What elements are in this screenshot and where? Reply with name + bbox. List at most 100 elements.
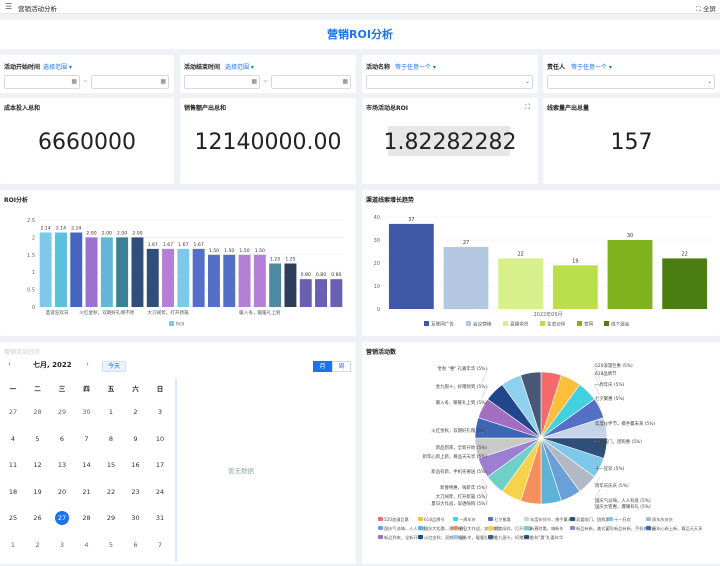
activity-name-select[interactable]: ⌄ <box>366 75 533 89</box>
roi-bar[interactable] <box>207 254 220 307</box>
calendar-day[interactable]: 28 <box>33 408 42 416</box>
filter-label: 责任人 <box>547 64 566 71</box>
leads-bar[interactable] <box>607 240 653 309</box>
calendar-day[interactable]: 16 <box>131 461 140 470</box>
filter-range-select[interactable]: 选择范围 ▾ <box>225 64 254 71</box>
leads-bar[interactable] <box>662 258 708 309</box>
roi-bar[interactable] <box>131 237 144 307</box>
calendar-day[interactable]: 29 <box>106 514 116 523</box>
leads-bar[interactable] <box>498 258 544 309</box>
roi-bar[interactable] <box>54 232 67 307</box>
legend-swatch <box>488 526 493 530</box>
calendar-day[interactable]: 9 <box>133 434 138 443</box>
calendar-day[interactable]: 6 <box>59 434 65 443</box>
label-leader <box>481 385 489 399</box>
calendar-day[interactable]: 24 <box>155 487 165 496</box>
y-tick-label: 0.5 <box>27 288 35 294</box>
leads-bar[interactable] <box>388 223 434 309</box>
calendar-day[interactable]: 6 <box>133 541 138 549</box>
leads-bar[interactable] <box>443 246 489 309</box>
today-button[interactable]: 今天 <box>102 361 126 372</box>
start-date-input[interactable]: ▦ <box>4 75 80 89</box>
roi-bar[interactable] <box>223 254 236 307</box>
legend-label: 618品牌节 <box>424 516 445 523</box>
pie-slice[interactable] <box>520 371 542 439</box>
calendar-day[interactable]: 22 <box>106 487 116 496</box>
roi-bar[interactable] <box>162 248 175 307</box>
calendar-day[interactable]: 17 <box>155 461 165 470</box>
roi-bar[interactable] <box>146 248 159 307</box>
fullscreen-button[interactable]: ⛶ 全屏 <box>696 3 716 14</box>
calendar-day[interactable]: 1 <box>108 408 114 416</box>
calendar-day[interactable]: 2 <box>35 541 40 549</box>
calendar-day[interactable]: 7 <box>157 541 163 549</box>
calendar-day[interactable]: 26 <box>33 514 42 523</box>
roi-bar[interactable] <box>315 279 328 307</box>
calendar-day[interactable]: 31 <box>155 514 165 523</box>
filter-match-select[interactable]: 等于任意一个 ▾ <box>395 64 436 71</box>
calendar-day[interactable]: 29 <box>57 408 67 416</box>
calendar-day[interactable]: 30 <box>82 408 91 416</box>
start-date-input[interactable]: ▦ <box>184 75 260 89</box>
calendar-day[interactable]: 10 <box>155 434 165 443</box>
calendar-day[interactable]: 21 <box>82 487 91 496</box>
end-date-input[interactable]: ▦ <box>271 75 351 89</box>
calendar-day[interactable]: 3 <box>157 408 163 416</box>
calendar-day[interactable]: 4 <box>84 541 89 549</box>
roi-bar[interactable] <box>330 279 343 307</box>
calendar-day[interactable]: 1 <box>10 541 16 549</box>
calendar-day[interactable]: 20 <box>57 487 67 496</box>
calendar-day[interactable]: 12 <box>33 461 42 470</box>
roi-bar[interactable] <box>100 237 113 307</box>
legend-label: 夏日大作战，穿透嗨购 <box>459 525 501 532</box>
month-view-button[interactable]: 月 <box>313 361 332 372</box>
roi-bar[interactable] <box>269 263 282 308</box>
next-month-button[interactable]: › <box>86 360 89 368</box>
bar-value-label: 2.14 <box>56 226 66 232</box>
calendar-day[interactable]: 2 <box>133 408 138 416</box>
leads-bar[interactable] <box>552 265 598 309</box>
bar-value-label: 1.50 <box>239 248 249 254</box>
roi-bar[interactable] <box>116 237 129 307</box>
owner-select[interactable]: ⌄ <box>547 75 715 89</box>
calendar-day[interactable]: 4 <box>10 434 16 443</box>
calendar-day[interactable]: 27 <box>50 511 74 526</box>
roi-bar[interactable] <box>299 279 312 307</box>
roi-bar[interactable] <box>253 254 266 307</box>
week-view-button[interactable]: 周 <box>332 361 351 372</box>
roi-bar[interactable] <box>192 248 205 307</box>
calendar-day[interactable]: 11 <box>8 461 18 470</box>
calendar-day[interactable]: 30 <box>131 514 140 523</box>
filter-match-select[interactable]: 等于任意一个 ▾ <box>571 64 612 71</box>
roi-bar[interactable] <box>177 248 190 307</box>
filter-range-select[interactable]: 选择范围 ▾ <box>43 64 72 71</box>
roi-bar[interactable] <box>85 237 98 307</box>
pie-outer-label: 新年心新上新，尊品天天享 (5%) <box>423 453 488 460</box>
expand-icon[interactable]: ⛶ <box>525 103 530 111</box>
roi-bar[interactable] <box>39 232 52 307</box>
calendar-day[interactable]: 5 <box>108 541 114 549</box>
calendar-day[interactable]: 3 <box>59 541 65 549</box>
calendar-day[interactable]: 18 <box>8 487 18 496</box>
calendar-day[interactable]: 8 <box>108 434 114 443</box>
menu-icon[interactable]: ☰ <box>5 2 13 11</box>
calendar-day[interactable]: 27 <box>8 408 18 416</box>
calendar-day[interactable]: 19 <box>33 487 42 496</box>
end-date-input[interactable]: ▦ <box>91 75 169 89</box>
legend-swatch <box>453 526 458 530</box>
bar-value-label: 0.80 <box>331 272 341 278</box>
calendar-day[interactable]: 14 <box>82 461 91 470</box>
calendar-day[interactable]: 28 <box>82 514 91 523</box>
roi-bar[interactable] <box>238 254 251 307</box>
calendar-day[interactable]: 25 <box>8 514 18 523</box>
calendar-day[interactable]: 7 <box>84 434 89 443</box>
roi-bar[interactable] <box>284 263 297 308</box>
calendar-day[interactable]: 23 <box>131 487 140 496</box>
calendar-day[interactable]: 5 <box>35 434 40 443</box>
prev-month-button[interactable]: ‹ <box>8 360 11 368</box>
roi-bar[interactable] <box>70 232 83 307</box>
calendar-day[interactable]: 13 <box>57 461 67 470</box>
calendar-day[interactable]: 15 <box>106 461 116 470</box>
legend-swatch <box>608 517 613 521</box>
